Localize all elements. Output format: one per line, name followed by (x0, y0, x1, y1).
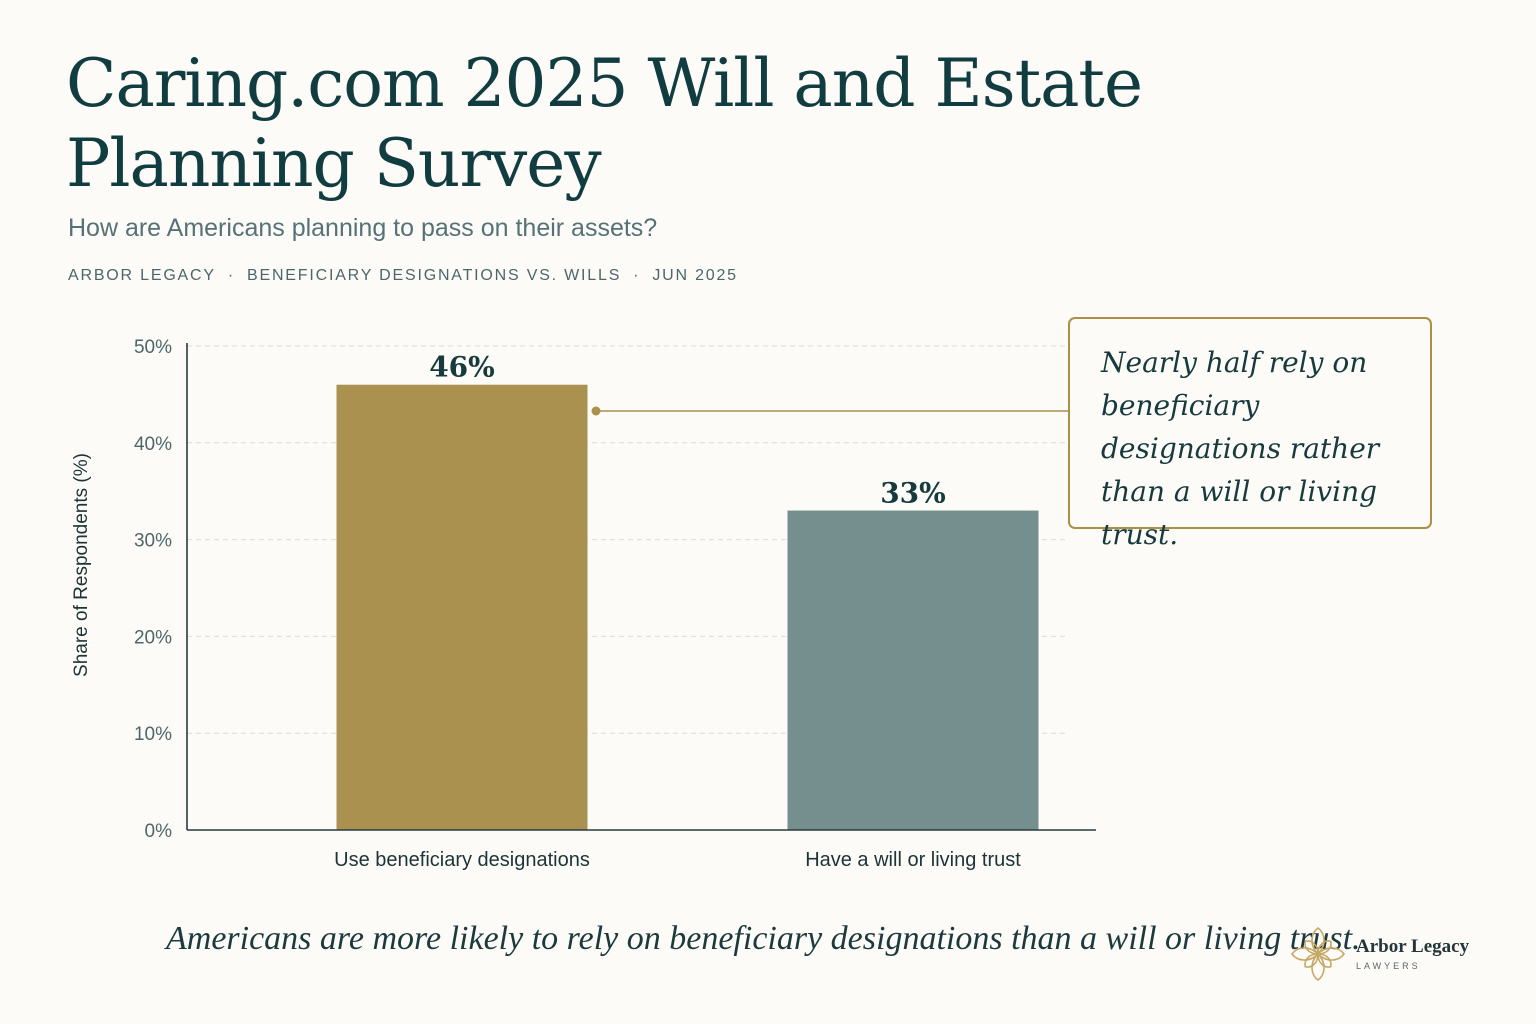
y-tick-label: 10% (134, 724, 172, 745)
y-tick-label: 0% (145, 821, 173, 842)
x-category-label: Use beneficiary designations (334, 849, 590, 871)
page-subtitle: How are Americans planning to pass on th… (68, 214, 658, 242)
chart-footnote: Americans are more likely to rely on ben… (166, 920, 1361, 957)
bar (336, 384, 588, 830)
y-axis-label: Share of Respondents (%) (71, 453, 92, 677)
flower-logo-icon (1291, 927, 1345, 981)
brand-name: Arbor Legacy (1356, 936, 1470, 957)
annotation-callout: Nearly half rely on beneficiary designat… (1068, 317, 1432, 551)
bar-value-label: 46% (429, 351, 495, 384)
callout-connector-dot (591, 406, 601, 416)
bar-chart: 0% 10% 20% 30% 40% 50% Share of Respondents (… (71, 337, 1096, 871)
brand-logo: Arbor Legacy LAWYERS (1288, 924, 1488, 984)
meta-topic: BENEFICIARY DESIGNATIONS VS. WILLS (247, 267, 622, 284)
y-tick-label: 30% (134, 531, 172, 552)
x-category-label: Have a will or living trust (805, 849, 1021, 871)
y-tick-label: 20% (134, 627, 172, 648)
y-tick-label: 50% (134, 337, 172, 358)
meta-line: ARBOR LEGACY · BENEFICIARY DESIGNATIONS VS… (68, 267, 738, 284)
y-tick-label: 40% (134, 434, 172, 455)
bar-value-label: 33% (880, 477, 946, 510)
brand-tagline: LAWYERS (1356, 961, 1421, 971)
page-title: Caring.com 2025 Will and Estate Planning… (66, 45, 1143, 202)
meta-date: JUN 2025 (652, 267, 738, 284)
meta-source: ARBOR LEGACY (68, 267, 216, 284)
bar (787, 510, 1039, 830)
